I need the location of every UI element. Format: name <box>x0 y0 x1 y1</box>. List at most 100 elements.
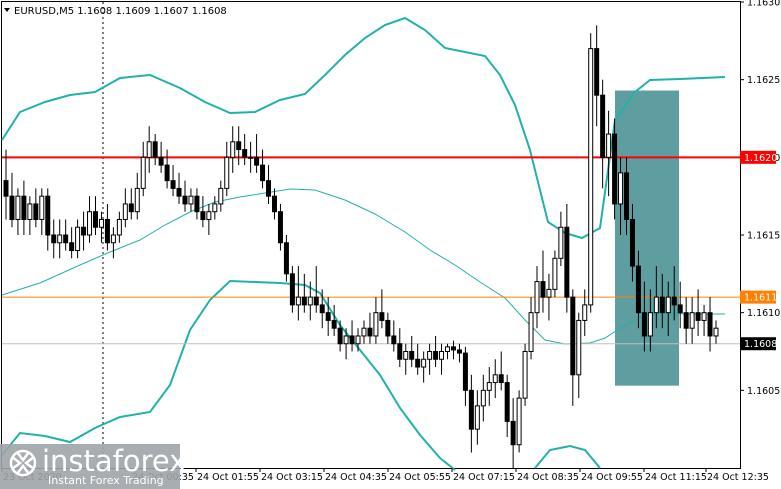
candle-body-bull <box>122 203 128 220</box>
candle-body-bear <box>641 312 647 337</box>
candle-body-bear <box>164 164 170 182</box>
candle-body-bull <box>212 203 218 213</box>
candle <box>707 297 713 352</box>
candle <box>600 79 606 189</box>
candle <box>295 266 301 321</box>
candle <box>653 266 659 329</box>
candle <box>57 219 63 259</box>
candle-body-bull <box>230 141 236 158</box>
candle-body-bear <box>325 312 331 321</box>
candle-body-bull <box>361 327 367 337</box>
candle <box>588 33 594 313</box>
candle-body-bull <box>75 226 81 252</box>
candle <box>462 346 468 406</box>
candle <box>689 297 695 344</box>
candle-body-bull <box>713 327 719 337</box>
x-tick-label: 24 Oct 12:35 <box>707 472 769 483</box>
price-tag-label: 1.1608 <box>744 339 777 350</box>
candle <box>695 289 701 336</box>
candle-body-bear <box>683 312 689 329</box>
candle-body-bull <box>516 397 522 446</box>
candle <box>450 340 456 360</box>
candle-body-bear <box>379 312 385 321</box>
candle-body-bull <box>27 203 33 220</box>
candle <box>355 328 361 352</box>
candle <box>504 374 510 437</box>
candle-body-bull <box>116 218 122 236</box>
y-tick-label: 1.1615 <box>747 231 780 242</box>
candle-body-bear <box>176 187 182 197</box>
candle <box>260 149 266 189</box>
x-tick-label: 24 Oct 07:15 <box>453 472 515 483</box>
instaforex-logo: instaforex Instant Forex Trading <box>0 444 186 489</box>
candle <box>647 289 653 352</box>
candle <box>266 165 272 204</box>
candle-body-bear <box>415 358 421 368</box>
price-tag-label: 1.1620 <box>744 153 777 164</box>
y-tick-label: 1.1625 <box>747 75 780 86</box>
candle-body-bear <box>677 304 683 314</box>
candle-body-bull <box>534 281 540 314</box>
candle-body-bull <box>618 172 624 205</box>
candle-body-bear <box>659 296 665 314</box>
candle-body-bear <box>504 382 510 422</box>
candle-body-bull <box>403 351 409 360</box>
candle-body-bear <box>456 349 462 354</box>
dropdown-triangle-icon[interactable] <box>4 8 10 12</box>
candle-body-bull <box>248 156 254 159</box>
candle-body-bull <box>57 234 63 244</box>
candle-body-bull <box>110 234 116 244</box>
candle <box>289 266 295 313</box>
candle <box>110 227 116 259</box>
candle-body-bear <box>260 164 266 182</box>
price-tag: 1.1608 <box>740 337 777 351</box>
price-tags: 1.1620 1.1611 1.1608 <box>740 150 777 351</box>
candle <box>570 289 576 406</box>
candle-body-bear <box>397 343 403 360</box>
candle <box>3 149 9 220</box>
candle <box>349 320 355 352</box>
candle <box>254 134 260 173</box>
candle <box>564 203 570 313</box>
candle <box>158 141 164 173</box>
candle-body-bear <box>612 133 618 205</box>
candle-body-bull <box>439 351 445 360</box>
candle <box>391 320 397 352</box>
candle-body-bull <box>653 296 659 314</box>
candle-body-bull <box>528 312 534 352</box>
candle <box>701 304 707 336</box>
candle <box>540 250 546 313</box>
candle-body-bear <box>313 296 319 306</box>
x-tick-label: 24 Oct 05:55 <box>389 472 451 483</box>
candle-body-bear <box>152 141 158 158</box>
candle <box>63 219 69 251</box>
price-tag: 1.1620 <box>740 150 777 164</box>
candle <box>15 188 21 235</box>
candle <box>343 328 349 360</box>
candle <box>397 328 403 368</box>
candle-body-bull <box>87 211 93 236</box>
candle-body-bull <box>206 211 212 220</box>
x-tick-label: 24 Oct 01:55 <box>197 472 259 483</box>
candle-body-bear <box>92 211 98 228</box>
logo-tagline: Instant Forex Trading <box>48 474 164 487</box>
candle <box>182 180 188 212</box>
candle <box>576 312 582 399</box>
candle-body-bull <box>701 312 707 321</box>
candle <box>242 134 248 166</box>
candle <box>445 343 451 360</box>
price-tag: 1.1611 <box>740 290 777 304</box>
candle-body-bear <box>254 156 260 166</box>
candle-body-bear <box>271 195 277 213</box>
candle-body-bear <box>337 327 343 345</box>
candle-body-bull <box>307 296 313 306</box>
candle <box>134 172 140 220</box>
candle <box>516 390 522 453</box>
candle-body-bear <box>158 156 164 166</box>
candle <box>325 297 331 336</box>
candle-body-bear <box>462 352 468 391</box>
candle <box>337 320 343 352</box>
candle-body-bull <box>474 405 480 430</box>
x-tick-label: 24 Oct 08:35 <box>517 472 579 483</box>
